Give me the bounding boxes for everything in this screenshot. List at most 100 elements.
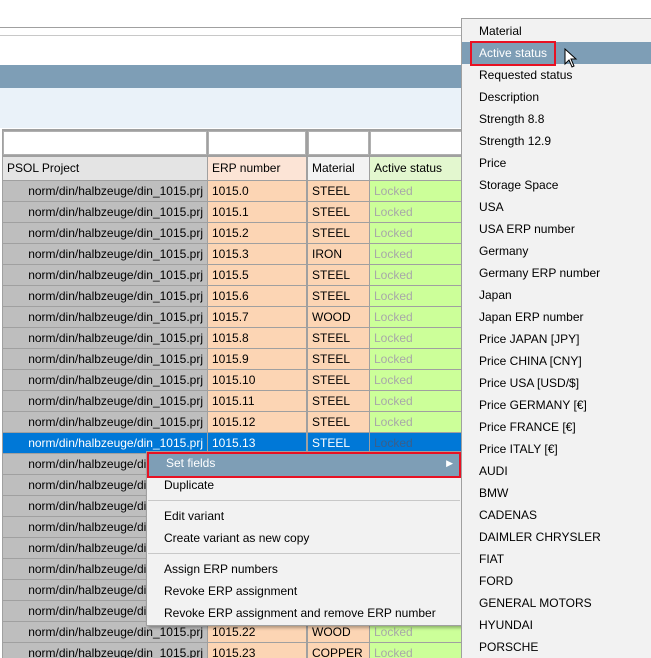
project-cell[interactable]: norm/din/halbzeuge/din_1015.prj <box>3 412 207 432</box>
project-cell[interactable]: norm/din/halbzeuge/din_1015.prj <box>3 349 207 369</box>
project-cell[interactable]: norm/din/halbzeuge/din_1015.prj <box>3 328 207 348</box>
cell[interactable]: 1015.13 <box>208 433 306 453</box>
submenu-item[interactable]: Requested status <box>479 68 573 82</box>
cell[interactable]: Locked <box>370 202 462 222</box>
column-header[interactable]: PSOL Project <box>3 157 207 180</box>
submenu-item[interactable]: Material <box>479 24 522 38</box>
submenu-item[interactable]: AUDI <box>479 464 508 478</box>
submenu-item[interactable]: Price <box>479 156 507 170</box>
menu-item[interactable]: Revoke ERP assignment <box>164 584 298 598</box>
cell[interactable]: 1015.5 <box>208 265 306 285</box>
cell[interactable]: STEEL <box>308 202 369 222</box>
submenu-item[interactable]: Storage Space <box>479 178 559 192</box>
menu-item[interactable]: Set fields ▶ <box>147 452 461 478</box>
menu-item[interactable]: Revoke ERP assignment and remove ERP num… <box>164 606 436 620</box>
cell[interactable]: STEEL <box>308 265 369 285</box>
cell[interactable]: 1015.3 <box>208 244 306 264</box>
cell[interactable]: Locked <box>370 244 462 264</box>
cell[interactable]: STEEL <box>308 349 369 369</box>
cell[interactable]: STEEL <box>308 223 369 243</box>
submenu-item[interactable]: Description <box>479 90 540 104</box>
cell[interactable]: 1015.6 <box>208 286 306 306</box>
submenu-item[interactable]: HYUNDAI <box>479 618 534 632</box>
cell[interactable]: Locked <box>370 223 462 243</box>
project-cell[interactable]: norm/din/halbzeuge/din_1015.prj <box>3 223 207 243</box>
project-cell[interactable]: norm/din/halbzeuge/din_1015.prj <box>3 286 207 306</box>
cell[interactable]: Locked <box>370 391 462 411</box>
cell[interactable]: WOOD <box>308 622 369 642</box>
submenu-item[interactable]: FIAT <box>479 552 505 566</box>
cell[interactable]: Locked <box>370 643 462 658</box>
cell[interactable]: 1015.7 <box>208 307 306 327</box>
cell[interactable]: 1015.23 <box>208 643 306 658</box>
cell[interactable]: STEEL <box>308 286 369 306</box>
cell[interactable]: STEEL <box>308 181 369 201</box>
column-header[interactable]: ERP number <box>208 157 306 180</box>
cell[interactable]: 1015.1 <box>208 202 306 222</box>
submenu-item[interactable]: Price JAPAN [JPY] <box>479 332 580 346</box>
cell[interactable]: Locked <box>370 286 462 306</box>
filter-box[interactable] <box>370 131 462 155</box>
cell[interactable]: WOOD <box>308 307 369 327</box>
cell[interactable]: Locked <box>370 622 462 642</box>
project-cell[interactable]: norm/din/halbzeuge/din_1015.prj <box>3 265 207 285</box>
cell[interactable]: Locked <box>370 307 462 327</box>
cell[interactable]: Locked <box>370 349 462 369</box>
cell[interactable]: STEEL <box>308 412 369 432</box>
project-cell[interactable]: norm/din/halbzeuge/din_1015.prj <box>3 433 207 453</box>
cell[interactable]: 1015.22 <box>208 622 306 642</box>
submenu-item[interactable]: Price CHINA [CNY] <box>479 354 582 368</box>
menu-item[interactable]: Edit variant <box>164 509 225 523</box>
column-header[interactable]: Material <box>308 157 369 180</box>
submenu-item[interactable]: Active status <box>462 42 651 64</box>
cell[interactable]: 1015.2 <box>208 223 306 243</box>
submenu-item[interactable]: Japan <box>479 288 512 302</box>
cell[interactable]: Locked <box>370 181 462 201</box>
project-cell[interactable]: norm/din/halbzeuge/din_1015.prj <box>3 181 207 201</box>
cell[interactable]: 1015.11 <box>208 391 306 411</box>
submenu-item[interactable]: Germany <box>479 244 529 258</box>
filter-box[interactable] <box>308 131 369 155</box>
submenu-item[interactable]: DAIMLER CHRYSLER <box>479 530 601 544</box>
submenu-item[interactable]: Price FRANCE [€] <box>479 420 576 434</box>
menu-item[interactable]: Duplicate <box>164 478 215 492</box>
project-cell[interactable]: norm/din/halbzeuge/din_1015.prj <box>3 244 207 264</box>
cell[interactable]: STEEL <box>308 328 369 348</box>
submenu-item[interactable]: Price GERMANY [€] <box>479 398 587 412</box>
submenu-item[interactable]: USA ERP number <box>479 222 575 236</box>
submenu-item[interactable]: Strength 12.9 <box>479 134 552 148</box>
filter-box[interactable] <box>3 131 207 155</box>
cell[interactable]: Locked <box>370 370 462 390</box>
submenu-item[interactable]: Price USA [USD/$] <box>479 376 580 390</box>
submenu-item[interactable]: GENERAL MOTORS <box>479 596 592 610</box>
cell[interactable]: COPPER <box>308 643 369 658</box>
column-header[interactable]: Active status <box>370 157 462 180</box>
submenu-item[interactable]: PORSCHE <box>479 640 539 654</box>
cell[interactable]: IRON <box>308 244 369 264</box>
cell[interactable]: Locked <box>370 265 462 285</box>
cell[interactable]: 1015.0 <box>208 181 306 201</box>
submenu-item[interactable]: FORD <box>479 574 513 588</box>
submenu-item[interactable]: USA <box>479 200 504 214</box>
project-cell[interactable]: norm/din/halbzeuge/din_1015.prj <box>3 643 207 658</box>
cell[interactable]: Locked <box>370 412 462 432</box>
cell[interactable]: 1015.10 <box>208 370 306 390</box>
cell[interactable]: 1015.12 <box>208 412 306 432</box>
project-cell[interactable]: norm/din/halbzeuge/din_1015.prj <box>3 622 207 642</box>
filter-box[interactable] <box>208 131 306 155</box>
cell[interactable]: STEEL <box>308 391 369 411</box>
cell[interactable]: Locked <box>370 433 462 453</box>
submenu-item[interactable]: CADENAS <box>479 508 538 522</box>
submenu-item[interactable]: BMW <box>479 486 509 500</box>
project-cell[interactable]: norm/din/halbzeuge/din_1015.prj <box>3 202 207 222</box>
project-cell[interactable]: norm/din/halbzeuge/din_1015.prj <box>3 307 207 327</box>
submenu-item[interactable]: Price ITALY [€] <box>479 442 558 456</box>
submenu-item[interactable]: Germany ERP number <box>479 266 601 280</box>
cell[interactable]: STEEL <box>308 433 369 453</box>
cell[interactable]: STEEL <box>308 370 369 390</box>
project-cell[interactable]: norm/din/halbzeuge/din_1015.prj <box>3 391 207 411</box>
submenu-item[interactable]: Japan ERP number <box>479 310 584 324</box>
menu-item[interactable]: Create variant as new copy <box>164 531 310 545</box>
project-cell[interactable]: norm/din/halbzeuge/din_1015.prj <box>3 370 207 390</box>
cell[interactable]: Locked <box>370 328 462 348</box>
